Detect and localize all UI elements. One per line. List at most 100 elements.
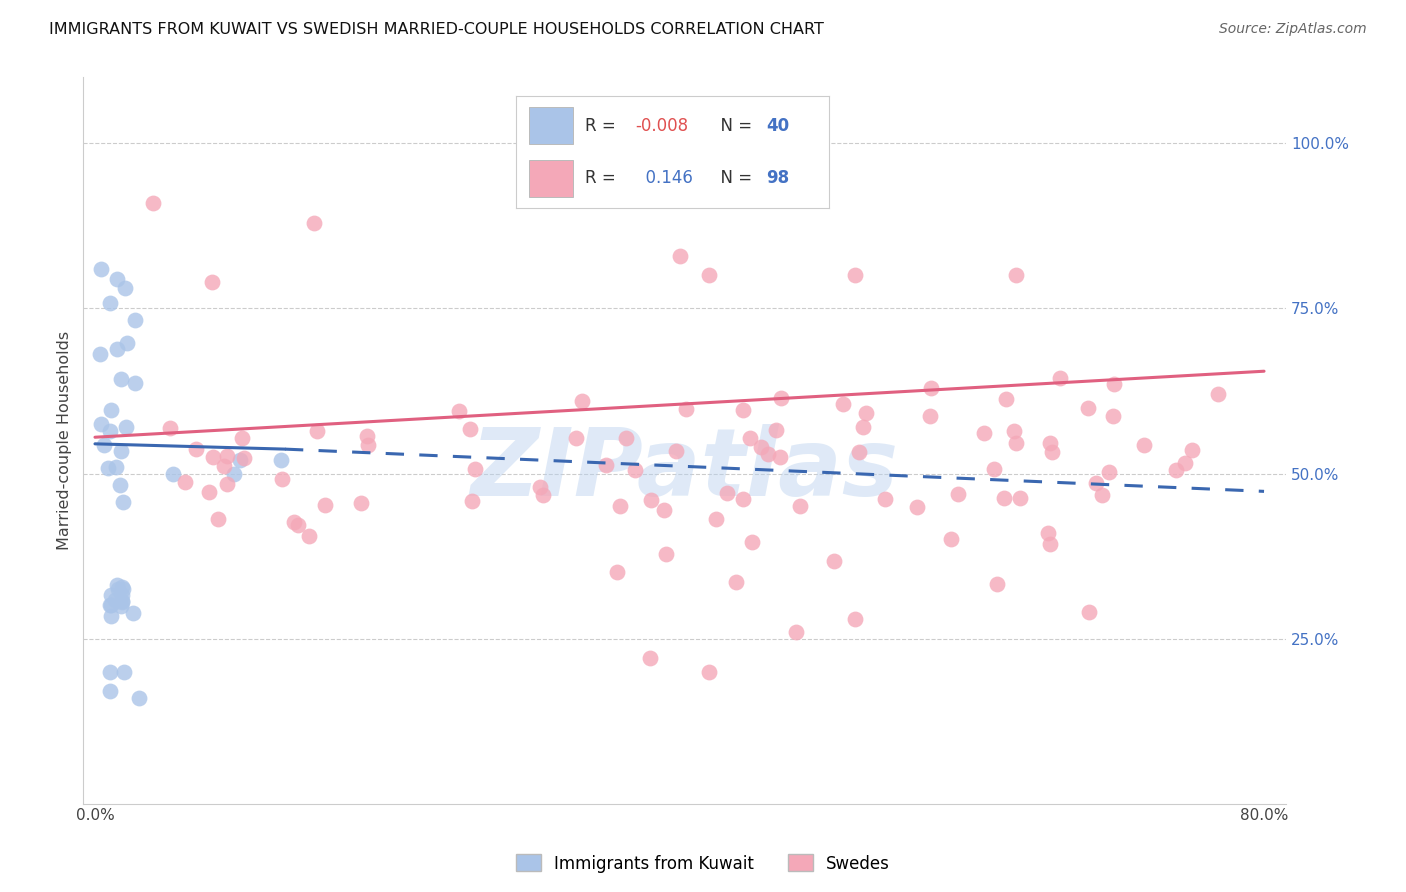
Point xyxy=(287,518,309,533)
Point xyxy=(356,429,378,443)
Point xyxy=(283,516,305,530)
Point xyxy=(107,582,129,596)
Point xyxy=(207,512,229,526)
Text: Source: ZipAtlas.com: Source: ZipAtlas.com xyxy=(1219,22,1367,37)
Point xyxy=(1102,409,1125,423)
Point xyxy=(124,313,146,327)
Point xyxy=(222,467,245,481)
Point xyxy=(117,336,139,351)
Point xyxy=(449,404,471,418)
Point xyxy=(529,480,551,494)
Point xyxy=(184,442,207,456)
Point xyxy=(623,462,645,476)
Point xyxy=(986,577,1008,591)
Point xyxy=(595,458,617,472)
Point xyxy=(1133,438,1156,452)
Point xyxy=(756,447,779,461)
Point xyxy=(108,478,131,492)
Point xyxy=(159,421,181,435)
Point xyxy=(1039,536,1062,550)
Point xyxy=(1004,436,1026,450)
Point xyxy=(124,376,146,390)
Point xyxy=(765,423,787,437)
Point xyxy=(110,588,132,602)
Y-axis label: Married-couple Households: Married-couple Households xyxy=(58,331,72,550)
Point xyxy=(1164,463,1187,477)
Point xyxy=(652,503,675,517)
Point xyxy=(1077,401,1099,416)
Point xyxy=(1008,491,1031,505)
Point xyxy=(112,582,135,596)
Point xyxy=(875,492,897,507)
Point xyxy=(939,532,962,546)
Point xyxy=(100,588,122,602)
Point xyxy=(215,450,238,464)
Point xyxy=(995,392,1018,406)
Point xyxy=(1002,424,1025,438)
Point xyxy=(905,500,928,515)
Point xyxy=(202,450,225,465)
Point xyxy=(1036,525,1059,540)
Point xyxy=(946,487,969,501)
Point xyxy=(640,651,662,665)
Point xyxy=(716,485,738,500)
Point xyxy=(104,459,127,474)
Point xyxy=(100,608,122,623)
Point xyxy=(104,593,127,607)
Point xyxy=(98,598,121,612)
Point xyxy=(110,594,132,608)
Point xyxy=(738,431,761,445)
Point xyxy=(112,665,135,679)
Point xyxy=(458,422,481,436)
Point xyxy=(231,431,253,445)
Point xyxy=(229,453,252,467)
Point xyxy=(110,444,132,458)
Point xyxy=(665,443,688,458)
Point xyxy=(789,499,811,513)
Point xyxy=(1039,435,1062,450)
Point xyxy=(111,580,134,594)
Point xyxy=(1091,488,1114,502)
Point xyxy=(198,485,221,500)
Point xyxy=(920,381,942,395)
Point xyxy=(98,296,121,310)
Point xyxy=(107,578,129,592)
Point xyxy=(918,409,941,423)
Point xyxy=(531,488,554,502)
Point xyxy=(100,403,122,417)
Point xyxy=(201,275,224,289)
Point xyxy=(844,612,866,626)
Point xyxy=(983,461,1005,475)
Point xyxy=(852,420,875,434)
Point xyxy=(464,462,486,476)
Point xyxy=(232,451,254,466)
Point xyxy=(98,684,121,698)
Point xyxy=(1004,268,1026,283)
Point xyxy=(1181,443,1204,458)
Point xyxy=(1077,605,1099,619)
Point xyxy=(831,397,853,411)
Point xyxy=(769,450,792,464)
Point xyxy=(114,281,136,295)
Point xyxy=(96,460,118,475)
Point xyxy=(706,512,728,526)
Point xyxy=(1098,465,1121,479)
Point xyxy=(100,599,122,613)
Point xyxy=(848,445,870,459)
Point xyxy=(640,492,662,507)
Point xyxy=(90,261,112,276)
Text: IMMIGRANTS FROM KUWAIT VS SWEDISH MARRIED-COUPLE HOUSEHOLDS CORRELATION CHART: IMMIGRANTS FROM KUWAIT VS SWEDISH MARRIE… xyxy=(49,22,824,37)
Point xyxy=(270,472,292,486)
Text: ZIPatlas: ZIPatlas xyxy=(471,424,898,516)
Point xyxy=(785,624,807,639)
Point xyxy=(214,458,236,473)
Point xyxy=(1042,444,1064,458)
Point xyxy=(314,498,336,512)
Point xyxy=(564,431,586,445)
Legend: Immigrants from Kuwait, Swedes: Immigrants from Kuwait, Swedes xyxy=(509,847,897,880)
Point xyxy=(93,438,115,452)
Point xyxy=(697,268,720,283)
Point xyxy=(110,599,132,613)
Point xyxy=(973,425,995,440)
Point xyxy=(105,342,128,356)
